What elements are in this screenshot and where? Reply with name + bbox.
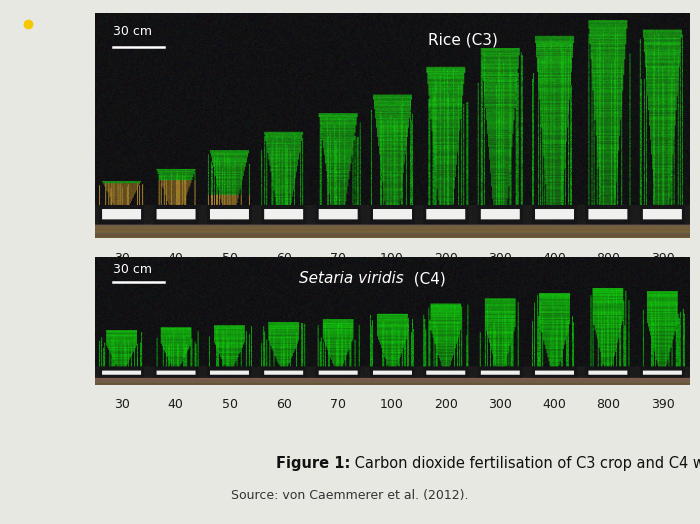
Text: 60: 60 — [276, 398, 292, 411]
Text: 50: 50 — [222, 398, 238, 411]
Text: Setaria viridis: Setaria viridis — [299, 271, 404, 286]
Text: 100: 100 — [380, 252, 404, 265]
Text: 60: 60 — [276, 252, 292, 265]
Text: 30 cm: 30 cm — [113, 25, 152, 38]
Text: 300: 300 — [488, 398, 512, 411]
Text: 200: 200 — [434, 252, 458, 265]
Text: 800: 800 — [596, 398, 620, 411]
Text: 200: 200 — [434, 398, 458, 411]
Text: 300: 300 — [488, 252, 512, 265]
Text: 30: 30 — [113, 398, 130, 411]
Text: 70: 70 — [330, 252, 346, 265]
Text: Carbon dioxide fertilisation of C3 crop and C4 weed: Carbon dioxide fertilisation of C3 crop … — [350, 456, 700, 471]
Text: 100: 100 — [380, 398, 404, 411]
Text: Rice (C3): Rice (C3) — [428, 32, 498, 48]
Text: 400: 400 — [542, 398, 566, 411]
Text: Source: von Caemmerer et al. (2012).: Source: von Caemmerer et al. (2012). — [231, 489, 469, 501]
Text: 50: 50 — [222, 252, 238, 265]
Text: 30: 30 — [113, 252, 130, 265]
Text: 400: 400 — [542, 252, 566, 265]
Text: 800: 800 — [596, 252, 620, 265]
Text: Figure 1:: Figure 1: — [276, 456, 350, 471]
Text: 390: 390 — [650, 398, 674, 411]
Text: 390: 390 — [650, 252, 674, 265]
Text: 70: 70 — [330, 398, 346, 411]
Text: 40: 40 — [168, 398, 183, 411]
Text: (C4): (C4) — [404, 271, 446, 286]
Text: 30 cm: 30 cm — [113, 263, 152, 276]
Text: 40: 40 — [168, 252, 183, 265]
